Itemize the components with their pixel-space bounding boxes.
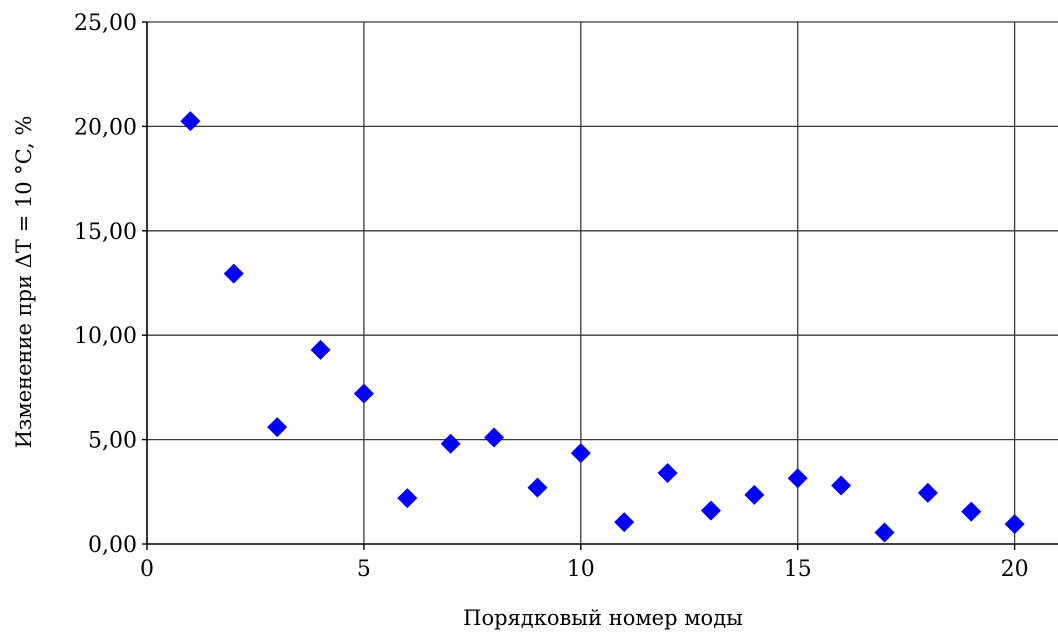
data-point: [614, 512, 635, 533]
y-tick-label: 0,00: [88, 533, 137, 558]
y-tick-label: 5,00: [88, 429, 137, 454]
data-point: [787, 468, 808, 489]
axes: [142, 21, 1058, 550]
data-point: [440, 433, 461, 454]
data-points: [180, 111, 1025, 543]
data-point: [744, 484, 765, 505]
data-point: [1004, 514, 1025, 535]
data-point: [310, 339, 331, 360]
y-tick-label: 25,00: [74, 11, 137, 36]
data-point: [831, 475, 852, 496]
data-point: [484, 427, 505, 448]
data-point: [267, 417, 288, 438]
tick-labels: 0,00 5,00 10,00 15,00 20,00 25,00 0 5 10 15 20: [74, 11, 1029, 582]
y-tick-label: 10,00: [74, 324, 137, 349]
data-point: [874, 522, 895, 543]
data-point: [570, 443, 591, 464]
data-point: [353, 383, 374, 404]
data-point: [527, 477, 548, 498]
y-tick-label: 20,00: [74, 115, 137, 140]
x-tick-label: 5: [357, 557, 371, 582]
x-tick-label: 10: [567, 557, 595, 582]
y-tick-label: 15,00: [74, 220, 137, 245]
data-point: [397, 488, 418, 509]
data-point: [700, 500, 721, 521]
data-point: [917, 482, 938, 503]
x-tick-label: 0: [140, 557, 154, 582]
y-axis-label: Изменение при ΔT = 10 °C, %: [12, 116, 36, 449]
data-point: [961, 501, 982, 522]
x-tick-label: 20: [1001, 557, 1029, 582]
data-point: [180, 111, 201, 132]
x-axis-label: Порядковый номер моды: [463, 606, 743, 630]
x-tick-label: 15: [784, 557, 812, 582]
data-point: [657, 463, 678, 484]
grid-lines: [147, 21, 1058, 544]
data-point: [223, 263, 244, 284]
